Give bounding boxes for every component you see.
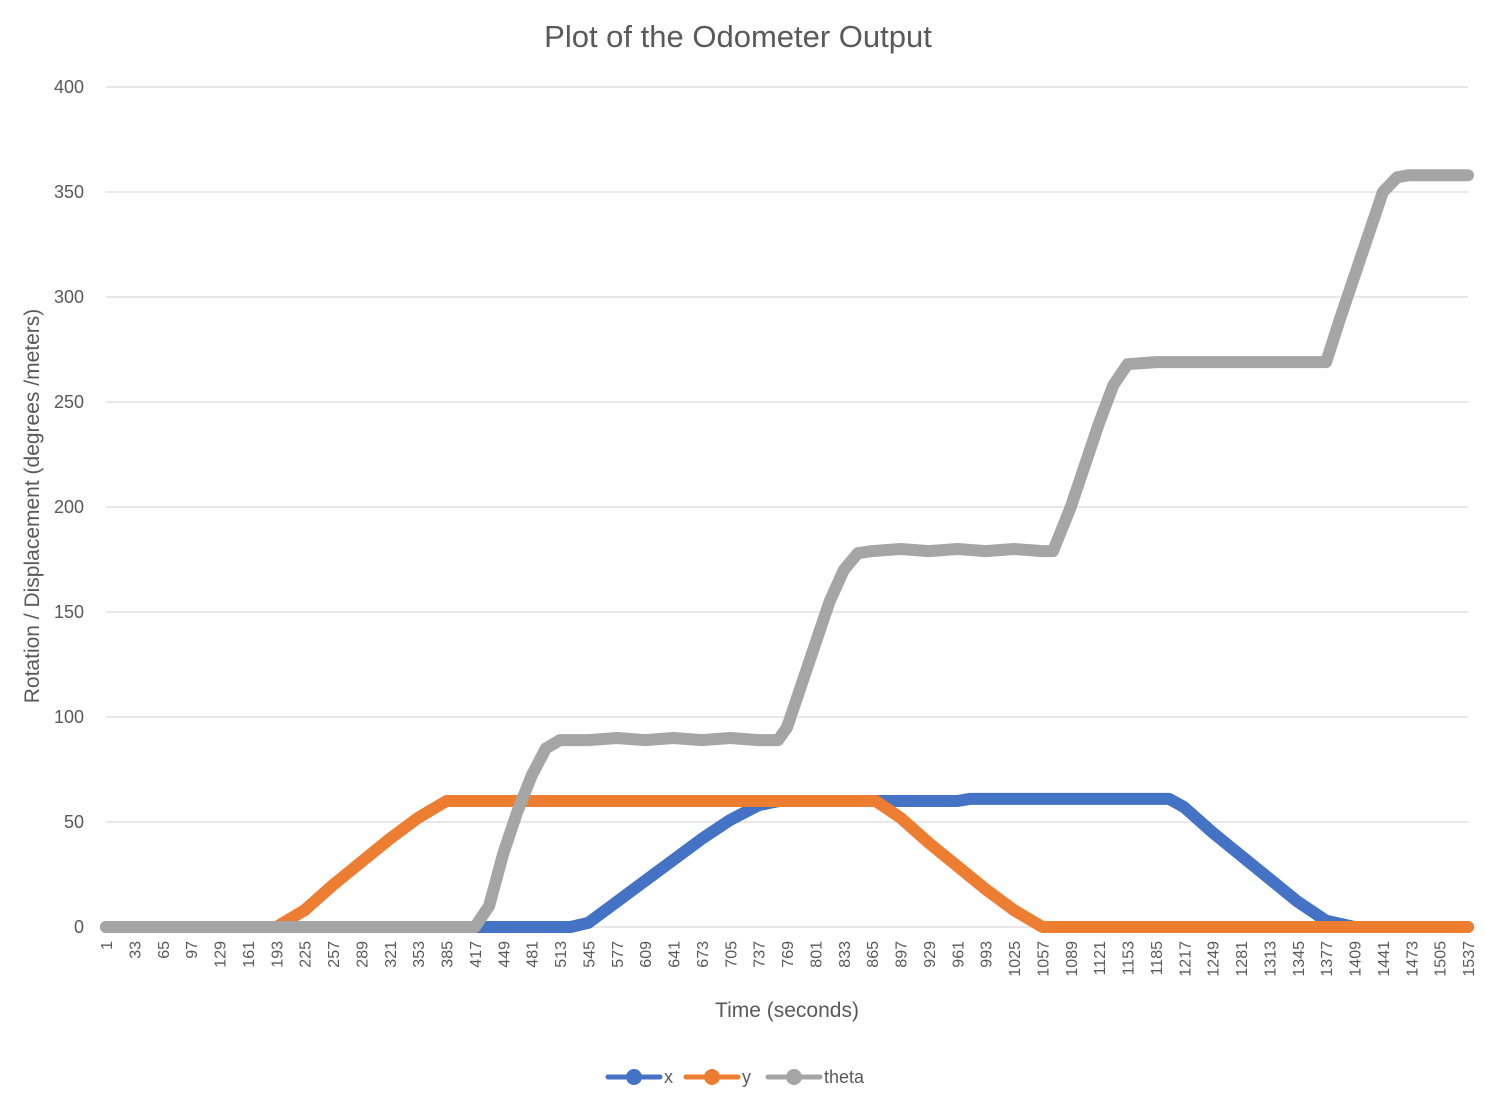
series-lines [100,169,1474,933]
x-tick-label: 1377 [1319,941,1336,977]
y-tick-label: 100 [54,707,84,727]
x-tick-label: 225 [298,941,315,968]
x-tick-label: 1537 [1461,941,1478,977]
x-tick-label: 673 [695,941,712,968]
x-tick-label: 1505 [1433,941,1450,977]
x-tick-label: 1153 [1121,941,1138,976]
x-tick-label: 1441 [1376,941,1393,977]
x-tick-label: 65 [156,941,173,959]
x-tick-label: 865 [865,941,882,968]
x-tick-label: 833 [837,941,854,968]
x-tick-label: 129 [213,941,230,968]
legend-marker-y [704,1069,720,1085]
x-tick-label: 385 [440,941,457,968]
x-tick-label: 1121 [1092,941,1109,976]
y-axis-label: Rotation / Displacement (degrees /meters… [21,309,44,704]
x-tick-label: 897 [894,941,911,968]
y-tick-label: 250 [54,392,84,412]
x-tick-label: 513 [553,941,570,968]
legend-marker-x [626,1069,642,1085]
y-tick-label: 400 [54,77,84,97]
x-tick-label: 929 [922,941,939,968]
x-tick-label: 193 [269,941,286,968]
legend-marker-theta [786,1069,802,1085]
x-tick-label: 1089 [1064,941,1081,977]
gridlines [106,86,1468,928]
x-tick-label: 737 [752,941,769,968]
legend: x y theta [605,1067,865,1087]
y-tick-label: 200 [54,497,84,517]
series-line-theta [100,169,1474,933]
x-tick-label: 1057 [1035,941,1052,977]
series-line-y [100,795,1474,933]
x-tick-label: 801 [808,941,825,968]
x-tick-label: 1281 [1234,941,1251,977]
y-tick-label: 150 [54,602,84,622]
x-tick-label: 705 [723,941,740,968]
x-tick-label: 1249 [1206,941,1223,977]
legend-label-theta: theta [824,1067,865,1087]
legend-label-x: x [664,1067,673,1087]
x-tick-label: 641 [667,941,684,968]
x-tick-label: 1 [99,941,116,950]
x-tick-label: 449 [496,941,513,968]
x-tick-label: 161 [241,941,258,968]
y-axis-ticks: 0 50 100 150 200 250 300 350 400 [54,77,84,937]
y-tick-label: 350 [54,182,84,202]
x-tick-label: 289 [354,941,371,968]
x-tick-label: 609 [638,941,655,968]
x-tick-label: 1025 [1007,941,1024,977]
x-tick-label: 993 [979,941,996,968]
x-axis-label: Time (seconds) [715,999,859,1022]
x-tick-label: 1217 [1177,941,1194,977]
x-tick-label: 1313 [1262,941,1279,977]
y-tick-label: 0 [74,917,84,937]
x-tick-label: 1345 [1291,941,1308,977]
x-tick-label: 257 [326,941,343,968]
x-tick-label: 481 [525,941,542,968]
y-tick-label: 50 [64,812,84,832]
x-tick-label: 97 [184,941,201,959]
x-axis-ticks: 1 33 65 97 129 161 193 225 257 289 321 353 385 417 449… [99,941,1478,977]
x-tick-label: 961 [950,941,967,968]
x-tick-label: 321 [383,941,400,968]
x-tick-label: 577 [610,941,627,968]
chart-title: Plot of the Odometer Output [544,19,932,54]
x-tick-label: 1185 [1149,941,1166,976]
x-tick-label: 769 [780,941,797,968]
x-tick-label: 1409 [1348,941,1365,977]
y-tick-label: 300 [54,287,84,307]
x-tick-label: 545 [581,941,598,968]
x-tick-label: 417 [468,941,485,968]
x-tick-label: 33 [127,941,144,959]
legend-label-y: y [742,1067,751,1087]
x-tick-label: 1473 [1404,941,1421,977]
x-tick-label: 353 [411,941,428,968]
